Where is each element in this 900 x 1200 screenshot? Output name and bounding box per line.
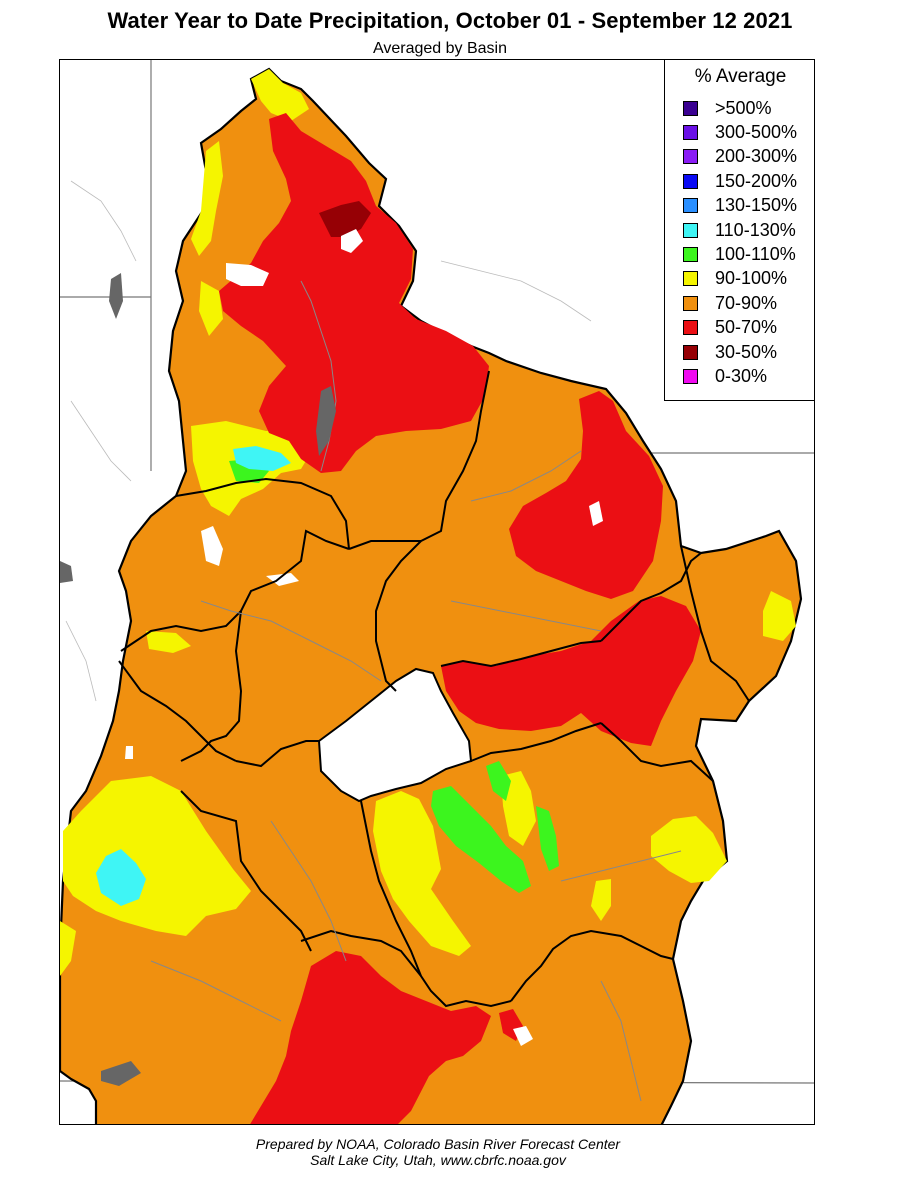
legend-swatch (683, 344, 698, 360)
precipitation-map (59, 59, 815, 1125)
no-data-area-central (317, 667, 473, 803)
legend-item: 50-70% (683, 317, 777, 339)
basin-boundaries (118, 370, 750, 1008)
basin-region-90-100-east (651, 816, 727, 883)
legend-swatch (683, 295, 698, 311)
basin-region-90-100-central (373, 791, 471, 956)
legend-item: 90-100% (683, 268, 787, 290)
legend-item: 100-110% (683, 243, 796, 265)
legend-swatch (683, 100, 698, 116)
basin-region-90-100-upper-west (199, 281, 223, 336)
legend-item: 130-150% (683, 195, 797, 217)
legend-label: 200-300% (715, 146, 798, 167)
footer-credit: Prepared by NOAA, Colorado Basin River F… (0, 1136, 876, 1168)
reservoirs (60, 273, 336, 1086)
outside-river-lines (65, 180, 592, 702)
legend-swatch (683, 222, 698, 238)
map-subtitle: Averaged by Basin (372, 40, 507, 57)
legend-label: 100-110% (715, 243, 796, 264)
legend-swatch (683, 149, 698, 165)
basin-region-100-110-central (431, 786, 531, 893)
no-data-area-north (226, 263, 269, 286)
basin-region-30-50 (319, 201, 371, 237)
legend-title: % Average (694, 66, 787, 87)
map-title: Water Year to Date Precipitation, Octobe… (107, 8, 793, 33)
legend-item: 0-30% (683, 365, 767, 387)
basin-region-90-100-west-mid (146, 631, 191, 653)
no-data-area-sw-small (125, 746, 133, 759)
legend-swatch (683, 198, 698, 214)
legend-item: 150-200% (683, 170, 797, 192)
basin-region-90-100-central-east (501, 771, 536, 846)
basin-region-50-70-north (219, 113, 489, 473)
legend-label: 50-70% (715, 317, 778, 338)
basin-region-100-110-east-strip (536, 806, 559, 871)
no-data-area-south-small (513, 1026, 533, 1046)
basin-region-100-110-northeast-strip (486, 761, 511, 801)
legend-label: 90-100% (715, 268, 788, 289)
legend-label: >500% (715, 97, 772, 118)
legend-swatch (683, 246, 698, 262)
no-data-area-east-small (589, 501, 603, 526)
legend-swatch (683, 124, 698, 140)
basin-region-90-100-northwest (191, 141, 223, 256)
basin-region-50-70-east (509, 391, 663, 599)
basin-region-90-100-southwest (60, 921, 76, 976)
no-data-area-north-small (341, 229, 363, 253)
basin-region-90-100-north (251, 69, 309, 121)
legend-item: >500% (683, 97, 772, 119)
legend-label: 0-30% (715, 365, 768, 386)
basin-map-svg (60, 60, 814, 1124)
basin-region-90-100-northeast (763, 591, 796, 641)
basin-region-50-70-south (250, 951, 491, 1124)
footer-line-1: Prepared by NOAA, Colorado Basin River F… (255, 1136, 621, 1152)
river-lines (150, 280, 682, 1102)
legend-item: 200-300% (683, 146, 797, 168)
legend-label: 30-50% (715, 341, 778, 362)
legend-item: 30-50% (683, 341, 777, 363)
legend-item: 110-130% (683, 219, 796, 241)
legend-label: 130-150% (715, 195, 798, 216)
basin-region-110-130-west (96, 849, 146, 906)
basin-region-50-70-southeast (441, 596, 701, 746)
footer-line-2: Salt Lake City, Utah, www.cbrfc.noaa.gov (310, 1152, 566, 1168)
legend: % Average >500% 300-500% 200-300% 150-200% 1… (664, 59, 815, 401)
legend-swatch (683, 320, 698, 336)
legend-label: 70-90% (715, 292, 778, 313)
legend-label: 150-200% (715, 170, 798, 191)
basin-region-90-100-southeast (591, 879, 611, 921)
no-data-area-west-small (201, 526, 223, 566)
basin-region-110-130-north (233, 446, 291, 471)
legend-swatch (683, 271, 698, 287)
no-data-area-mid-small (266, 573, 299, 586)
legend-swatch (683, 173, 698, 189)
legend-label: 300-500% (715, 121, 798, 142)
legend-item: 300-500% (683, 121, 797, 143)
legend-label: 110-130% (715, 219, 796, 240)
legend-swatch (683, 368, 698, 384)
legend-item: 70-90% (683, 292, 777, 314)
